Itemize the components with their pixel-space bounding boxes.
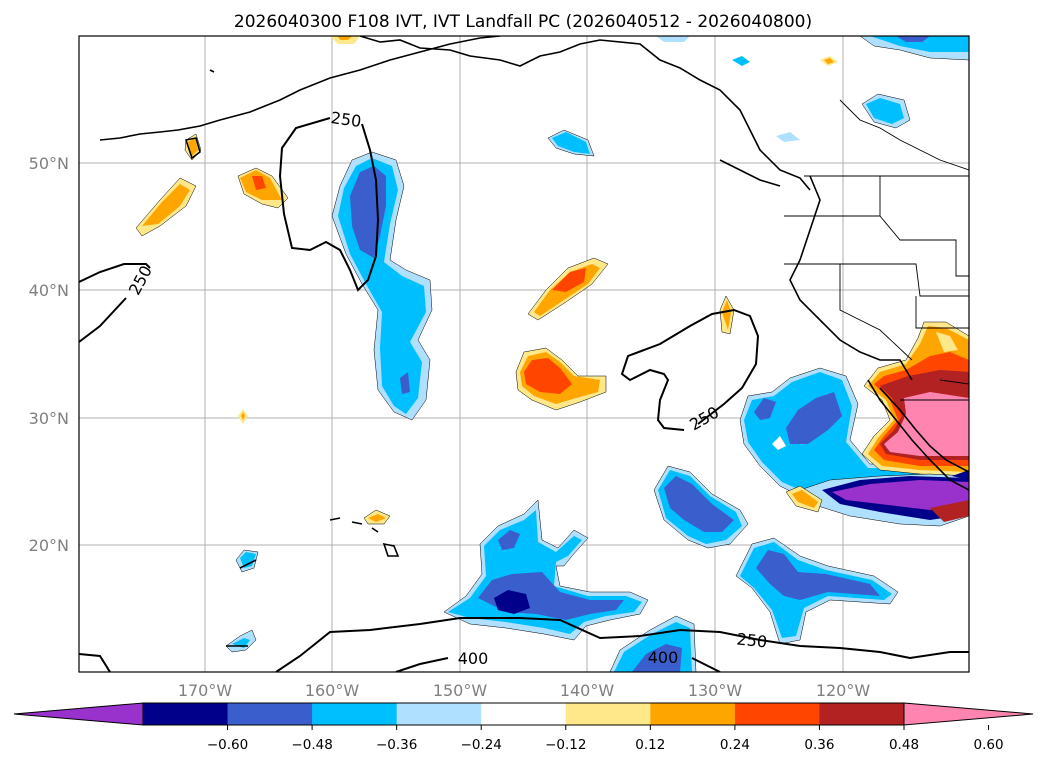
lat-label: 40°N: [29, 281, 69, 300]
colorbar-segment: [819, 703, 905, 725]
colorbar-segment: [481, 703, 567, 725]
contour-label: 400: [648, 648, 679, 667]
colorbar-segments: [143, 703, 905, 725]
figure-title: 2026040300 F108 IVT, IVT Landfall PC (20…: [234, 12, 812, 32]
colorbar-tick-label: 0.12: [635, 737, 665, 753]
contour-label: 250: [330, 108, 363, 131]
colorbar-tick-label: −0.24: [461, 737, 502, 753]
lat-label: 20°N: [29, 536, 69, 555]
contour-label: 400: [458, 649, 489, 668]
political-borders: [784, 99, 969, 401]
colorbar-tick-label: −0.36: [376, 737, 417, 753]
colorbar-tick-label: 0.48: [889, 737, 919, 753]
lat-label: 30°N: [29, 409, 69, 428]
lon-label: 150°W: [433, 681, 488, 700]
colorbar-segment: [312, 703, 398, 725]
ivt-contours: [79, 117, 969, 672]
coastlines: [99, 36, 969, 647]
longitude-labels: 170°W 160°W 150°W 140°W 130°W 120°W: [178, 681, 871, 700]
colorbar: −0.60 −0.48 −0.36 −0.24 −0.12 0.12 0.24 0.36 0.4…: [13, 702, 1034, 753]
latitude-labels: 50°N 40°N 30°N 20°N: [29, 154, 69, 555]
colorbar-ticks: −0.60 −0.48 −0.36 −0.24 −0.12 0.12 0.24 0.36 0.4…: [207, 725, 1004, 753]
colorbar-tick-label: 0.24: [720, 737, 750, 753]
colorbar-tick-label: −0.12: [545, 737, 586, 753]
shaded-anomalies: [135, 36, 969, 672]
colorbar-extend-low: [13, 702, 144, 726]
contour-label: 250: [736, 629, 768, 651]
colorbar-segment: [650, 703, 736, 725]
colorbar-tick-label: 0.60: [974, 737, 1004, 753]
lon-label: 120°W: [816, 681, 871, 700]
lon-label: 130°W: [688, 681, 743, 700]
lon-label: 140°W: [560, 681, 615, 700]
map-frame: [78, 35, 970, 673]
lon-label: 160°W: [305, 681, 360, 700]
colorbar-tick-label: −0.60: [207, 737, 248, 753]
colorbar-segment: [143, 703, 229, 725]
lat-label: 50°N: [29, 154, 69, 173]
lon-label: 170°W: [178, 681, 233, 700]
colorbar-extend-high: [903, 702, 1034, 726]
colorbar-segment: [396, 703, 482, 725]
colorbar-segment: [227, 703, 313, 725]
colorbar-tick-label: −0.48: [291, 737, 332, 753]
colorbar-segment: [734, 703, 820, 725]
colorbar-frame: [142, 702, 905, 726]
colorbar-tick-label: 0.36: [804, 737, 834, 753]
colorbar-segment: [565, 703, 651, 725]
map-panel: 250 250 250 250 400 400: [78, 35, 970, 673]
